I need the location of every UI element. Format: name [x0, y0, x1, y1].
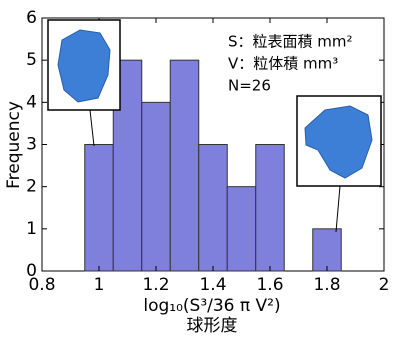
y-tick-label: 5	[26, 50, 37, 70]
bar	[142, 102, 171, 271]
x-axis-sublabel: 球形度	[187, 316, 238, 336]
y-tick-label: 1	[26, 219, 37, 239]
x-axis-label: log₁₀(S³/36 π V²)	[143, 296, 280, 316]
annotation: S：粒表面積 mm²	[228, 33, 353, 51]
x-tick-label: 1.6	[256, 275, 283, 295]
x-tick-label: 0.8	[28, 275, 55, 295]
x-tick-label: 1.4	[199, 275, 226, 295]
y-axis-label: Frequency	[4, 101, 24, 189]
y-tick-label: 2	[26, 177, 37, 197]
bar	[313, 229, 342, 271]
y-tick-label: 3	[26, 135, 37, 155]
bar	[227, 187, 256, 271]
annotation: N=26	[228, 77, 271, 95]
y-tick-label: 6	[26, 8, 37, 28]
bar	[85, 145, 114, 272]
x-tick-label: 1.2	[142, 275, 169, 295]
x-tick-label: 1.8	[313, 275, 340, 295]
x-tick-label: 1	[94, 275, 105, 295]
x-tick-label: 2	[379, 275, 390, 295]
bar	[170, 60, 199, 271]
y-tick-label: 4	[26, 92, 37, 112]
chart: Frequency log₁₀(S³/36 π V²) 球形度 S：粒表面積 m…	[0, 0, 400, 338]
bar	[256, 145, 285, 272]
bar	[199, 145, 228, 272]
annotation: V：粒体積 mm³	[228, 55, 338, 73]
